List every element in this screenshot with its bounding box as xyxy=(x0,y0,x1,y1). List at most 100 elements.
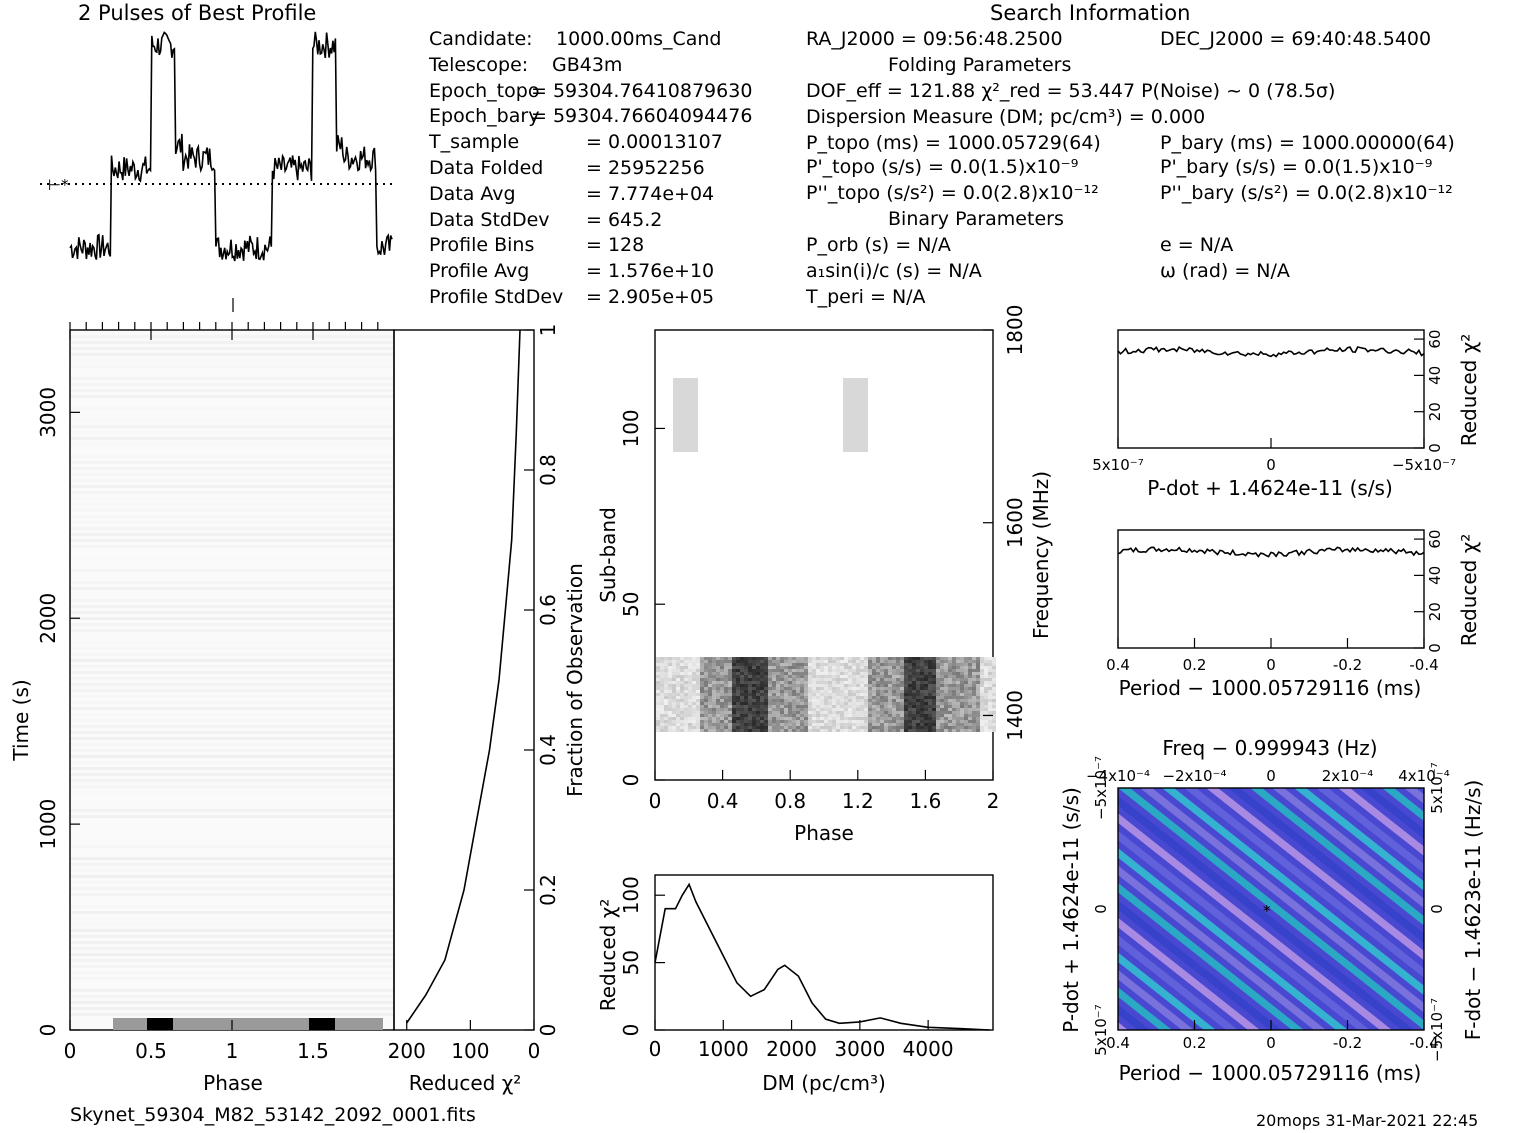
subband-cell xyxy=(700,660,704,663)
subband-cell xyxy=(976,669,980,672)
subband-cell xyxy=(944,687,948,690)
subband-cell xyxy=(720,699,724,702)
subband-cell xyxy=(944,720,948,723)
subband-cell xyxy=(740,726,744,729)
subband-cell xyxy=(864,678,868,681)
subband-cell xyxy=(908,684,912,687)
subband-cell xyxy=(892,705,896,708)
subband-cell xyxy=(712,708,716,711)
subband-cell xyxy=(740,714,744,717)
subband-cell xyxy=(964,672,968,675)
subband-cell xyxy=(768,726,772,729)
subband-cell xyxy=(828,672,832,675)
subband-cell xyxy=(764,681,768,684)
subband-cell xyxy=(940,672,944,675)
subband-cell xyxy=(956,705,960,708)
subband-cell xyxy=(932,696,936,699)
subband-cell xyxy=(936,669,940,672)
subband-cell xyxy=(816,684,820,687)
subband-cell xyxy=(712,681,716,684)
subband-cell xyxy=(988,690,992,693)
subband-cell xyxy=(924,669,928,672)
subband-cell xyxy=(892,690,896,693)
subband-cell xyxy=(732,714,736,717)
subband-cell xyxy=(888,708,892,711)
subband-cell xyxy=(720,657,724,660)
subband-cell xyxy=(696,660,700,663)
pdot-left-label: P-dot + 1.4624e-11 (s/s) xyxy=(1059,787,1083,1033)
subband-cell xyxy=(860,684,864,687)
subband-cell xyxy=(960,657,964,660)
x-tick-label: 4000 xyxy=(903,1037,954,1061)
subband-cell xyxy=(768,708,772,711)
subband-cell xyxy=(664,723,668,726)
subband-cell xyxy=(940,726,944,729)
subband-cell xyxy=(884,705,888,708)
subband-cell xyxy=(904,708,908,711)
subband-cell xyxy=(772,717,776,720)
subband-cell xyxy=(796,690,800,693)
subband-cell xyxy=(776,696,780,699)
subband-cell xyxy=(684,657,688,660)
subband-cell xyxy=(920,696,924,699)
subband-cell xyxy=(784,726,788,729)
subband-cell xyxy=(712,660,716,663)
subband-cell xyxy=(764,672,768,675)
subband-cell xyxy=(824,681,828,684)
subband-cell xyxy=(956,663,960,666)
subband-cell xyxy=(776,708,780,711)
subband-cell xyxy=(956,696,960,699)
subband-cell xyxy=(796,723,800,726)
subband-cell xyxy=(784,705,788,708)
subband-cell xyxy=(716,678,720,681)
subband-cell xyxy=(884,699,888,702)
subband-cell xyxy=(708,663,712,666)
subband-cell xyxy=(932,687,936,690)
subband-cell xyxy=(924,711,928,714)
subband-cell xyxy=(896,663,900,666)
subband-cell xyxy=(748,723,752,726)
subband-cell xyxy=(856,672,860,675)
subband-cell xyxy=(656,690,660,693)
subband-cell xyxy=(732,663,736,666)
time-phase-stripes xyxy=(71,335,393,1016)
time-phase-stripe xyxy=(71,401,393,404)
subband-cell xyxy=(964,723,968,726)
subband-cell xyxy=(868,696,872,699)
time-phase-stripe xyxy=(71,887,393,890)
subband-cell xyxy=(980,726,984,729)
subband-cell xyxy=(928,729,932,732)
subband-cell xyxy=(764,702,768,705)
y-tick-label: 1000 xyxy=(36,799,60,850)
subband-cell xyxy=(716,663,720,666)
subband-cell xyxy=(688,690,692,693)
subband-cell xyxy=(972,672,976,675)
subband-cell xyxy=(812,678,816,681)
subband-cell xyxy=(748,687,752,690)
dm-value: Dispersion Measure (DM; pc/cm³) = 0.000 xyxy=(806,106,1206,128)
subband-cell xyxy=(852,723,856,726)
subband-cell xyxy=(720,690,724,693)
time-phase-stripe xyxy=(71,845,393,848)
subband-cell xyxy=(824,711,828,714)
subband-cell xyxy=(764,714,768,717)
subband-cell xyxy=(772,708,776,711)
subband-cell xyxy=(836,711,840,714)
subband-cell xyxy=(728,702,732,705)
subband-cell xyxy=(948,681,952,684)
subband-cell xyxy=(724,660,728,663)
subband-cell xyxy=(824,714,828,717)
subband-cell xyxy=(844,699,848,702)
subband-cell xyxy=(964,675,968,678)
subband-cell xyxy=(792,705,796,708)
subband-cell xyxy=(684,663,688,666)
subband-cell xyxy=(816,699,820,702)
subband-cell xyxy=(988,717,992,720)
subband-cell xyxy=(792,678,796,681)
subband-cell xyxy=(960,660,964,663)
subband-cell xyxy=(676,729,680,732)
subband-cell xyxy=(668,711,672,714)
